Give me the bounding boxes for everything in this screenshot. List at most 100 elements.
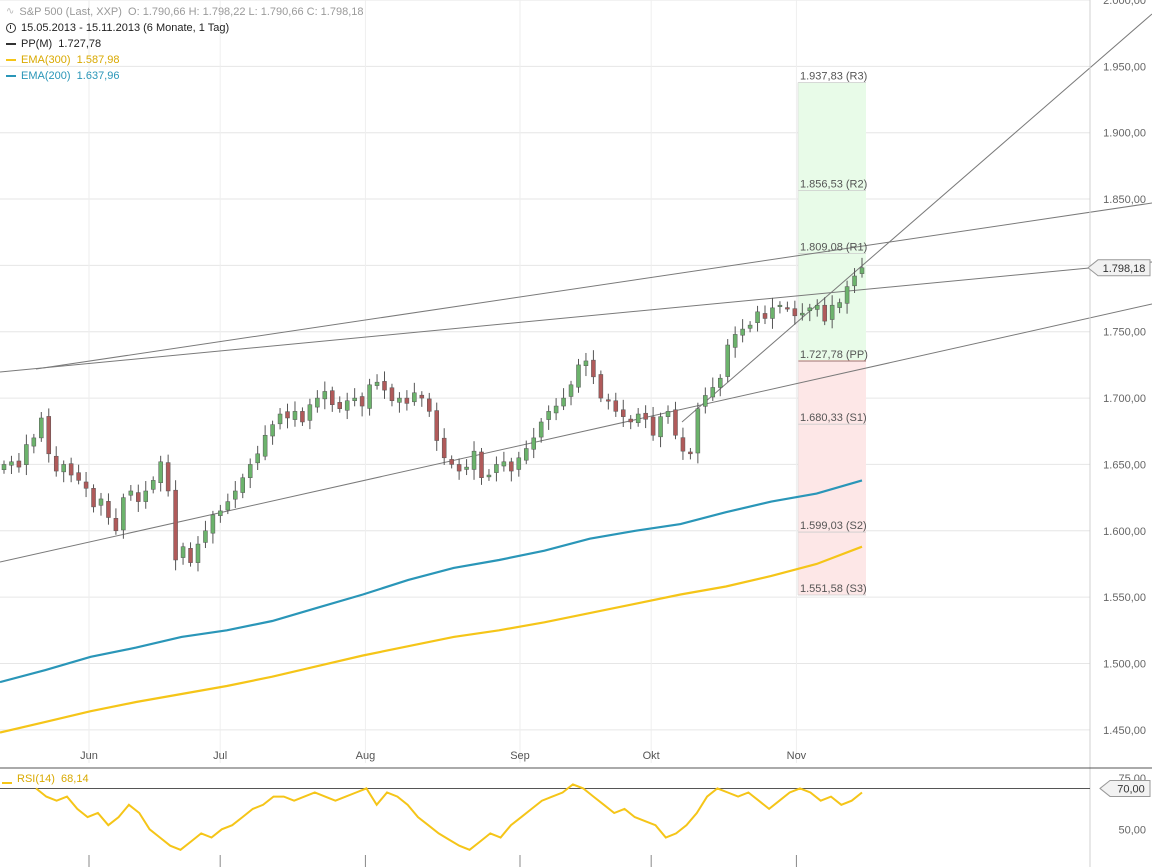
- y-tick-label: 1.450,00: [1103, 725, 1146, 737]
- legend-pp-label: PP(M): [21, 38, 53, 50]
- trend-line: [681, 13, 1152, 423]
- candle-body: [695, 408, 701, 454]
- candle-body: [68, 463, 74, 476]
- candle-body: [203, 530, 208, 543]
- candle: [770, 297, 775, 329]
- candle: [747, 321, 753, 333]
- candle: [449, 455, 454, 469]
- legend-pp-value: 1.727,78: [58, 38, 102, 50]
- candle: [516, 451, 522, 477]
- candle: [337, 396, 342, 413]
- x-axis: Jun Jul Aug Sep Okt Nov: [80, 750, 807, 867]
- candle-body: [576, 364, 581, 388]
- candle: [382, 371, 387, 399]
- candle-body: [777, 304, 783, 307]
- candle-body: [173, 489, 178, 561]
- candle-body: [195, 543, 201, 563]
- legend-ohlc: O: 1.790,66 H: 1.798,22 L: 1.790,66 C: 1…: [128, 6, 364, 18]
- candle: [16, 453, 22, 473]
- candle: [427, 392, 432, 417]
- candle: [665, 405, 671, 424]
- candle: [180, 542, 186, 565]
- candle-body: [665, 411, 671, 417]
- candle-body: [397, 397, 402, 403]
- candle-body: [770, 307, 775, 319]
- rsi-tick-label: 50,00: [1118, 824, 1146, 836]
- ema-lines: [0, 479, 863, 734]
- candle-body: [673, 409, 678, 436]
- candle-body: [807, 307, 813, 312]
- trend-line: [35, 202, 1152, 370]
- candle-body: [121, 497, 126, 531]
- candle-body: [143, 490, 149, 502]
- rsi-line: [35, 783, 863, 851]
- candle-body: [359, 396, 365, 407]
- candle: [658, 412, 663, 448]
- legend-ema300-row[interactable]: EMA(300) 1.587,98: [6, 52, 364, 68]
- candle-body: [800, 312, 805, 316]
- legend-ema300-label: EMA(300): [21, 54, 71, 66]
- candle: [285, 403, 290, 429]
- candle-body: [814, 304, 820, 310]
- rsi-legend[interactable]: RSI(14) 68,14: [2, 773, 89, 785]
- candle-body: [427, 398, 432, 412]
- candle-body: [650, 416, 656, 436]
- candle: [1, 460, 7, 474]
- candle-body: [583, 360, 589, 366]
- legend-period: 15.05.2013 - 15.11.2013 (6 Monate, 1 Tag…: [21, 22, 230, 34]
- candle-body: [449, 459, 454, 465]
- candle: [814, 299, 820, 317]
- candle-body: [725, 344, 730, 377]
- candle: [538, 417, 544, 443]
- candle-body: [501, 461, 507, 467]
- legend-pp-row[interactable]: PP(M) 1.727,78: [6, 36, 364, 52]
- candle-body: [128, 490, 134, 496]
- pivot-label: 1.809,08 (R1): [800, 241, 867, 253]
- candle-body: [9, 461, 14, 466]
- candle-body: [165, 462, 171, 492]
- ema300-swatch-icon: [6, 59, 16, 61]
- candle-body: [829, 304, 835, 320]
- trend-line: [0, 261, 1152, 373]
- candle: [859, 257, 865, 278]
- candle: [76, 464, 81, 485]
- candle: [121, 493, 126, 539]
- candle: [621, 399, 626, 428]
- legend-ema200-row[interactable]: EMA(200) 1.637,96: [6, 68, 364, 84]
- candle-body: [285, 411, 290, 419]
- candle-body: [717, 377, 723, 388]
- grid: [0, 0, 1090, 763]
- logo-icon: ∿: [6, 6, 15, 17]
- x-tick-label: Nov: [787, 750, 807, 762]
- candle: [195, 536, 201, 572]
- pivot-label: 1.937,83 (R3): [800, 70, 867, 82]
- candle: [270, 420, 275, 445]
- candle-body: [83, 481, 89, 489]
- candle: [247, 458, 253, 489]
- candle-body: [367, 384, 372, 409]
- y-tick-label: 1.850,00: [1103, 194, 1146, 206]
- candle: [494, 456, 499, 482]
- ema200-swatch-icon: [6, 75, 16, 77]
- candle: [837, 298, 842, 314]
- pivot-support-zone: [798, 361, 866, 596]
- candle: [785, 301, 790, 312]
- candle: [322, 381, 328, 410]
- legend-ema300-value: 1.587,98: [76, 54, 120, 66]
- candle-body: [755, 311, 760, 323]
- candle-body: [471, 450, 477, 470]
- pivot-label: 1.599,03 (S2): [800, 520, 867, 532]
- candle-body: [553, 405, 559, 414]
- candle-body: [91, 488, 96, 508]
- legend-ema200-value: 1.637,96: [76, 70, 120, 82]
- ema200-line: [0, 479, 863, 684]
- y-tick-label: 1.900,00: [1103, 128, 1146, 140]
- candle: [606, 393, 611, 410]
- candle-body: [546, 411, 551, 420]
- candle: [292, 401, 298, 427]
- candle-body: [352, 397, 357, 401]
- candle-body: [837, 302, 842, 308]
- candle-body: [180, 546, 186, 558]
- candle-body: [150, 480, 156, 490]
